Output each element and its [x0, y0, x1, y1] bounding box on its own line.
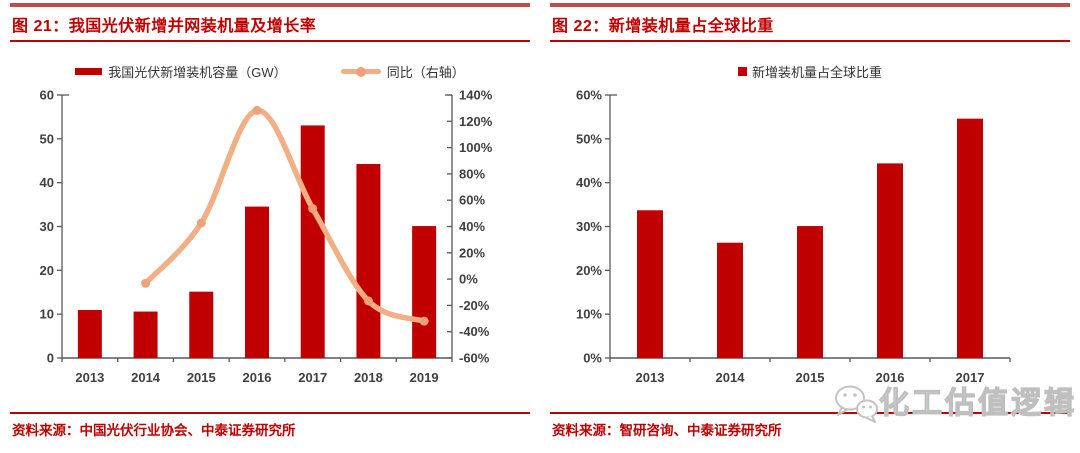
global-share-chart: 0% 10% 20% 30% 40% 50% 60% 2013 2014 2015 2016 2017: [576, 88, 1011, 385]
svg-text:50%: 50%: [576, 131, 602, 146]
figure-21-source: 资料来源：中国光伏行业协会、中泰证券研究所: [12, 423, 296, 438]
watermark: 化工估值逻辑: [833, 383, 1077, 425]
figure-22-footer-rule: [550, 412, 1070, 414]
figure-22-title: 图 22：新增装机量占全球比重: [552, 18, 774, 35]
installed-capacity-chart: 0 10 20 30 40 50 60 2013 2014 2015 2016 2017 2018 201…: [40, 88, 493, 386]
figure-22-legend: 新增装机量占全球比重: [550, 62, 1070, 81]
line-swatch-icon: [340, 66, 381, 77]
svg-text:2019: 2019: [410, 370, 439, 385]
svg-text:50: 50: [40, 131, 54, 146]
figure-22-source: 资料来源：智研咨询、中泰证券研究所: [552, 423, 782, 438]
watermark-text: 化工估值逻辑: [878, 387, 1077, 420]
legend-item-yoy: 同比（右轴）: [340, 62, 465, 81]
svg-text:2016: 2016: [876, 370, 905, 385]
legend-label-capacity: 我国光伏新增装机容量（GW）: [108, 65, 287, 80]
svg-text:100%: 100%: [459, 140, 493, 155]
legend-item-global-share: 新增装机量占全球比重: [737, 62, 882, 81]
svg-text:0%: 0%: [459, 272, 478, 287]
svg-text:40%: 40%: [576, 175, 602, 190]
svg-text:10%: 10%: [576, 307, 602, 322]
bar-swatch-icon: [75, 68, 103, 75]
svg-text:20%: 20%: [576, 263, 602, 278]
figure-22-title-rule: [550, 40, 1070, 42]
svg-text:2018: 2018: [354, 370, 383, 385]
legend-item-capacity: 我国光伏新增装机容量（GW）: [75, 62, 287, 81]
svg-text:20%: 20%: [459, 245, 485, 260]
svg-text:-40%: -40%: [459, 324, 490, 339]
legend-label-global-share: 新增装机量占全球比重: [751, 65, 882, 80]
svg-text:2013: 2013: [636, 370, 665, 385]
figure-21-legend: 我国光伏新增装机容量（GW） 同比（右轴）: [10, 62, 530, 81]
svg-text:2013: 2013: [75, 370, 104, 385]
svg-text:40: 40: [40, 175, 54, 190]
svg-text:30: 30: [40, 219, 54, 234]
svg-text:-20%: -20%: [459, 298, 490, 313]
svg-text:2017: 2017: [956, 370, 985, 385]
wechat-icon: [835, 385, 878, 423]
svg-text:2017: 2017: [298, 370, 327, 385]
svg-text:30%: 30%: [576, 219, 602, 234]
svg-text:2014: 2014: [716, 370, 746, 385]
svg-text:20: 20: [40, 263, 54, 278]
svg-text:0%: 0%: [583, 351, 602, 366]
bar-swatch-icon: [737, 67, 747, 76]
svg-text:140%: 140%: [459, 88, 493, 103]
svg-text:2015: 2015: [796, 370, 825, 385]
svg-text:0: 0: [47, 351, 54, 366]
svg-text:80%: 80%: [459, 166, 485, 181]
svg-text:60: 60: [40, 88, 54, 103]
figure-21-footer-rule: [10, 412, 530, 414]
legend-label-yoy: 同比（右轴）: [386, 65, 465, 80]
svg-text:60%: 60%: [576, 88, 602, 103]
svg-text:60%: 60%: [459, 193, 485, 208]
svg-text:10: 10: [40, 307, 54, 322]
figure-21-panel: 图 21：我国光伏新增并网装机量及增长率 我国光伏新增装机容量（GW） 同比（右…: [10, 0, 530, 453]
svg-text:2016: 2016: [243, 370, 272, 385]
svg-text:40%: 40%: [459, 219, 485, 234]
figure-21-top-rule: [10, 3, 530, 7]
figure-21-title-rule: [10, 40, 530, 42]
figure-21-title: 图 21：我国光伏新增并网装机量及增长率: [12, 18, 317, 35]
figure-22-top-rule: [550, 3, 1070, 7]
svg-text:2015: 2015: [187, 370, 216, 385]
svg-text:120%: 120%: [459, 114, 493, 129]
figure-22-panel: 图 22：新增装机量占全球比重 新增装机量占全球比重 0% 10% 20% 30% 40…: [550, 0, 1070, 453]
svg-text:-60%: -60%: [459, 351, 490, 366]
svg-text:2014: 2014: [131, 370, 161, 385]
